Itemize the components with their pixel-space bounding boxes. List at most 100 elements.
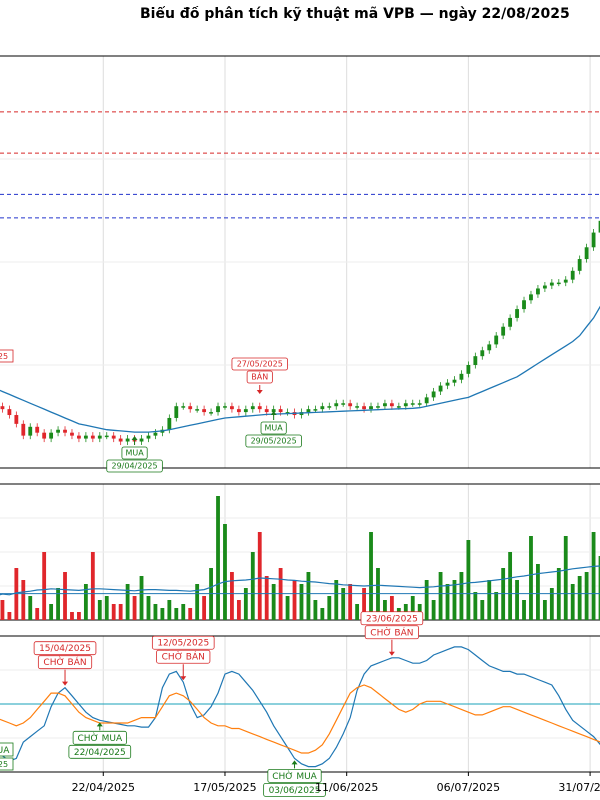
candle-body	[515, 309, 519, 318]
volume-bar	[515, 580, 519, 620]
volume-bar	[570, 584, 575, 620]
signal-marker: 25	[0, 349, 14, 363]
volume-bar	[90, 552, 95, 620]
candle-body	[70, 432, 74, 436]
candle-body	[63, 429, 67, 433]
signal-arrowhead	[270, 411, 277, 415]
candle-body	[403, 403, 408, 407]
volume-bar	[389, 596, 394, 620]
candle-body	[202, 409, 207, 413]
signal-box	[245, 434, 302, 448]
volume-bar	[83, 584, 88, 620]
volume-bar	[285, 596, 290, 620]
volume-bar	[473, 592, 478, 620]
candle-body	[188, 406, 193, 410]
signal-text: 29/05/2025	[251, 437, 297, 446]
candle-body	[146, 435, 151, 439]
candle-body	[111, 435, 116, 439]
signal-marker: MUA 29/05/2025	[245, 421, 302, 448]
candle-body	[376, 406, 380, 408]
candle-body	[285, 412, 290, 414]
volume-bar	[230, 572, 234, 620]
volume-bar	[63, 572, 67, 620]
candle-body	[278, 409, 283, 413]
volume-bar	[97, 600, 102, 620]
candle-body	[362, 406, 366, 410]
volume-bar	[445, 584, 450, 620]
candle-body	[209, 412, 213, 414]
candle-body	[369, 406, 373, 410]
oscillator-slow-line	[0, 684, 600, 754]
signal-text: CHỜ MUA	[77, 732, 122, 744]
candle-body	[334, 403, 339, 407]
candle-body	[28, 426, 33, 436]
signal-box	[364, 625, 419, 640]
candle-body	[438, 385, 443, 392]
signal-marker: 23/06/2025 CHỜ BÁN	[360, 611, 424, 640]
volume-bar	[320, 608, 325, 620]
candle-body	[49, 432, 54, 439]
volume-bar	[250, 552, 255, 620]
candle-body	[21, 423, 26, 436]
candle-body	[445, 382, 450, 386]
candle-body	[577, 259, 582, 271]
candle-body	[320, 406, 325, 410]
volume-bar	[35, 608, 40, 620]
volume-bar	[424, 580, 429, 620]
volume-bar	[313, 600, 318, 620]
chart-title: Biểu đồ phân tích kỹ thuật mã VPB — ngày…	[140, 6, 570, 22]
x-axis: 202522/04/202517/05/202511/06/202506/07/…	[0, 772, 600, 794]
volume-bar	[160, 608, 165, 620]
signal-arrowhead	[256, 390, 263, 394]
candle-body	[501, 326, 506, 336]
candle-body	[494, 335, 499, 345]
signal-box	[267, 769, 322, 783]
signal-text: 15/04/2025	[39, 644, 91, 654]
signal-box	[246, 370, 273, 384]
volume-bar	[77, 612, 81, 620]
signal-marker: 12/05/2025 CHỜ BÁN	[151, 635, 215, 664]
volume-bar	[494, 592, 499, 620]
x-tick-label: 22/04/2025	[72, 781, 135, 794]
volume-bar	[452, 580, 457, 620]
volume-bar	[487, 580, 492, 620]
volume-bar	[174, 608, 179, 620]
signal-box	[106, 459, 163, 473]
candle-body	[56, 429, 60, 433]
volume-bar	[480, 600, 485, 620]
volume-bar	[49, 604, 54, 620]
signal-text: CHỜ BÁN	[162, 651, 205, 663]
candle-body	[7, 409, 12, 416]
volume-bar	[243, 588, 248, 620]
signal-arrowhead	[131, 436, 138, 440]
candle-body	[181, 406, 186, 408]
oscillator-fast-line	[0, 646, 600, 768]
signal-text: MUA	[265, 424, 284, 433]
signal-text: 23/06/2025	[366, 614, 418, 624]
candle-body	[452, 379, 457, 383]
candle-body	[139, 438, 144, 442]
volume-bar	[181, 604, 186, 620]
candle-body	[522, 300, 526, 310]
signal-text: MUA	[125, 449, 144, 458]
signal-text: BÁN	[251, 371, 268, 382]
candle-body	[383, 403, 387, 407]
volume-bar	[563, 536, 568, 620]
volume-bar	[111, 604, 116, 620]
volume-bar	[522, 600, 526, 620]
price-ma-line	[0, 305, 600, 433]
candle-body	[14, 415, 19, 424]
volume-bar	[195, 584, 200, 620]
candle-body	[313, 409, 318, 411]
candle-body	[306, 409, 311, 413]
x-tick-label: 11/06/2025	[315, 781, 378, 794]
signal-box	[72, 730, 127, 745]
signal-box	[156, 649, 211, 664]
volume-bar	[202, 596, 207, 620]
signal-box	[360, 611, 424, 626]
candle-body	[508, 317, 513, 327]
volume-bar	[153, 604, 158, 620]
signal-box	[121, 446, 148, 460]
signal-box	[68, 744, 132, 759]
